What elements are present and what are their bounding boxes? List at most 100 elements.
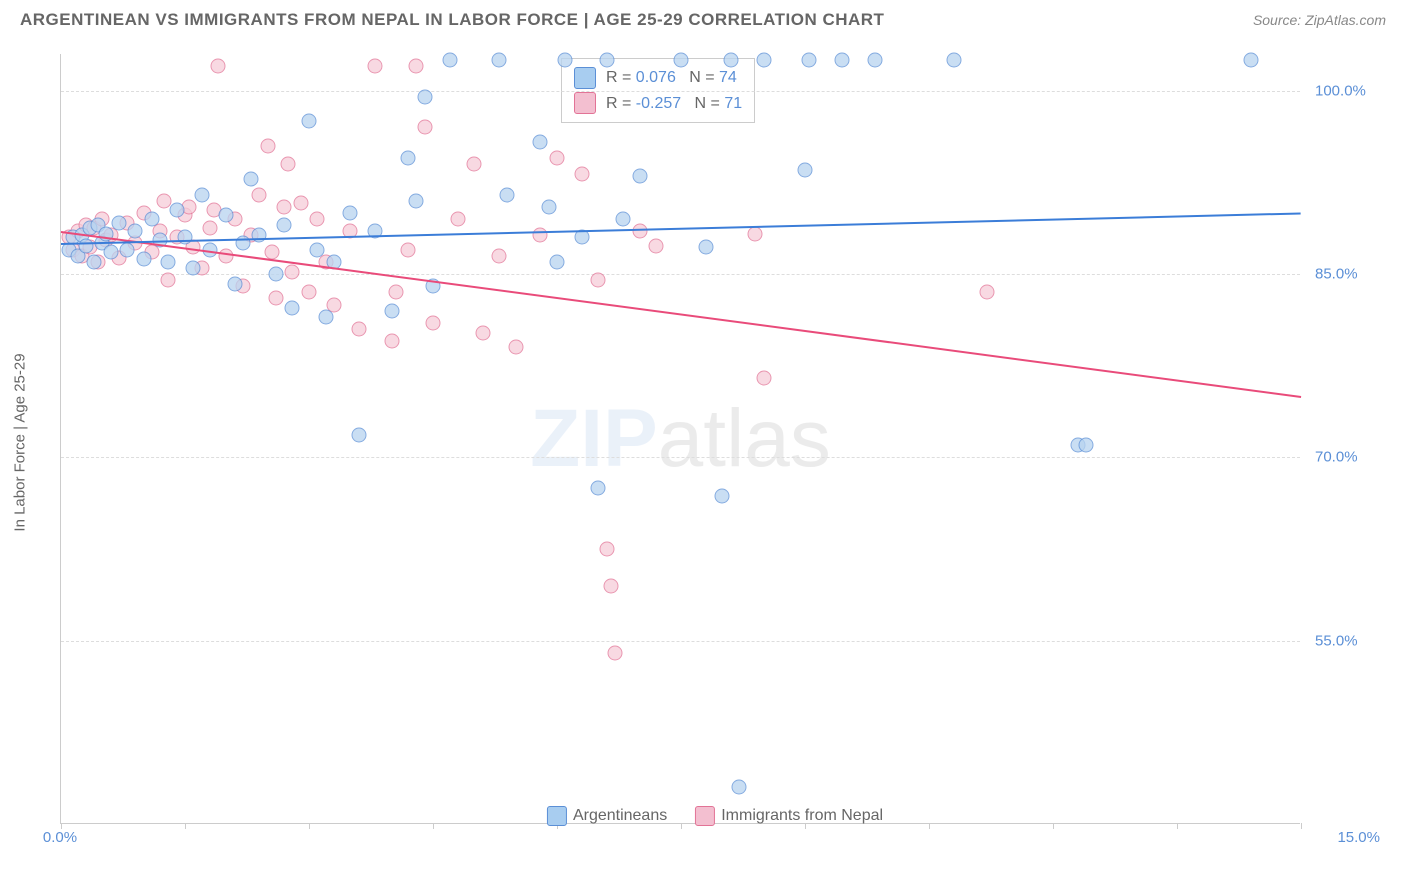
- marker-series-a: [500, 187, 515, 202]
- marker-series-a: [219, 208, 234, 223]
- marker-series-b: [277, 199, 292, 214]
- gridline: [61, 274, 1300, 275]
- stats-row-a: R = 0.076 N = 74: [574, 65, 742, 91]
- marker-series-a: [946, 53, 961, 68]
- marker-series-a: [835, 53, 850, 68]
- marker-series-b: [293, 196, 308, 211]
- x-tick: [309, 823, 310, 829]
- x-tick: [1177, 823, 1178, 829]
- marker-series-a: [868, 53, 883, 68]
- marker-series-a: [186, 260, 201, 275]
- marker-series-b: [268, 291, 283, 306]
- marker-series-a: [723, 53, 738, 68]
- marker-series-a: [87, 254, 102, 269]
- marker-series-a: [128, 224, 143, 239]
- watermark: ZIPatlas: [530, 392, 831, 486]
- marker-series-a: [310, 242, 325, 257]
- marker-series-b: [607, 645, 622, 660]
- marker-series-b: [409, 59, 424, 74]
- marker-series-a: [442, 53, 457, 68]
- series-legend: Argentineans Immigrants from Nepal: [547, 806, 883, 826]
- marker-series-a: [120, 242, 135, 257]
- marker-series-b: [426, 315, 441, 330]
- marker-series-a: [318, 309, 333, 324]
- y-axis-label: In Labor Force | Age 25-29: [12, 353, 29, 531]
- marker-series-b: [211, 59, 226, 74]
- source-attribution: Source: ZipAtlas.com: [1253, 12, 1386, 28]
- x-max-label: 15.0%: [1337, 829, 1380, 846]
- marker-series-a: [244, 171, 259, 186]
- gridline: [61, 91, 1300, 92]
- swatch-series-a: [574, 67, 596, 89]
- marker-series-b: [508, 340, 523, 355]
- marker-series-a: [227, 276, 242, 291]
- marker-series-a: [351, 428, 366, 443]
- marker-series-b: [401, 242, 416, 257]
- legend-item-b: Immigrants from Nepal: [695, 806, 883, 826]
- marker-series-a: [384, 303, 399, 318]
- marker-series-a: [194, 187, 209, 202]
- marker-series-a: [558, 53, 573, 68]
- correlation-chart: In Labor Force | Age 25-29 ZIPatlas R = …: [50, 44, 1380, 824]
- marker-series-b: [388, 285, 403, 300]
- marker-series-a: [285, 301, 300, 316]
- marker-series-b: [574, 166, 589, 181]
- gridline: [61, 457, 1300, 458]
- marker-series-a: [144, 212, 159, 227]
- x-tick: [185, 823, 186, 829]
- y-tick-label: 85.0%: [1315, 266, 1375, 283]
- marker-series-a: [541, 199, 556, 214]
- trendline-series-b: [61, 231, 1301, 398]
- marker-series-b: [748, 226, 763, 241]
- marker-series-a: [161, 254, 176, 269]
- x-tick: [433, 823, 434, 829]
- marker-series-a: [599, 53, 614, 68]
- marker-series-b: [756, 370, 771, 385]
- marker-series-b: [384, 334, 399, 349]
- marker-series-a: [698, 240, 713, 255]
- marker-series-b: [979, 285, 994, 300]
- marker-series-a: [343, 205, 358, 220]
- x-tick: [1053, 823, 1054, 829]
- marker-series-a: [169, 203, 184, 218]
- marker-series-a: [302, 114, 317, 129]
- marker-series-b: [492, 248, 507, 263]
- legend-swatch-a: [547, 806, 567, 826]
- marker-series-b: [632, 224, 647, 239]
- chart-title: ARGENTINEAN VS IMMIGRANTS FROM NEPAL IN …: [20, 10, 884, 30]
- marker-series-a: [632, 169, 647, 184]
- marker-series-b: [351, 322, 366, 337]
- marker-series-a: [802, 53, 817, 68]
- marker-series-a: [136, 252, 151, 267]
- marker-series-a: [1244, 53, 1259, 68]
- marker-series-a: [409, 193, 424, 208]
- marker-series-b: [252, 187, 267, 202]
- marker-series-b: [475, 325, 490, 340]
- marker-series-b: [285, 264, 300, 279]
- marker-series-b: [281, 157, 296, 172]
- marker-series-a: [533, 135, 548, 150]
- marker-series-a: [731, 780, 746, 795]
- marker-series-b: [533, 227, 548, 242]
- marker-series-b: [591, 273, 606, 288]
- stats-row-b: R = -0.257 N = 71: [574, 91, 742, 117]
- legend-item-a: Argentineans: [547, 806, 667, 826]
- marker-series-b: [161, 273, 176, 288]
- marker-series-a: [1079, 438, 1094, 453]
- marker-series-a: [492, 53, 507, 68]
- marker-series-b: [467, 157, 482, 172]
- x-tick: [929, 823, 930, 829]
- marker-series-b: [302, 285, 317, 300]
- marker-series-a: [178, 230, 193, 245]
- y-tick-label: 55.0%: [1315, 632, 1375, 649]
- marker-series-b: [264, 245, 279, 260]
- swatch-series-b: [574, 92, 596, 114]
- gridline: [61, 641, 1300, 642]
- marker-series-b: [202, 220, 217, 235]
- marker-series-a: [103, 245, 118, 260]
- marker-series-b: [417, 120, 432, 135]
- y-tick-label: 100.0%: [1315, 82, 1375, 99]
- marker-series-a: [78, 238, 93, 253]
- marker-series-a: [277, 218, 292, 233]
- marker-series-b: [310, 212, 325, 227]
